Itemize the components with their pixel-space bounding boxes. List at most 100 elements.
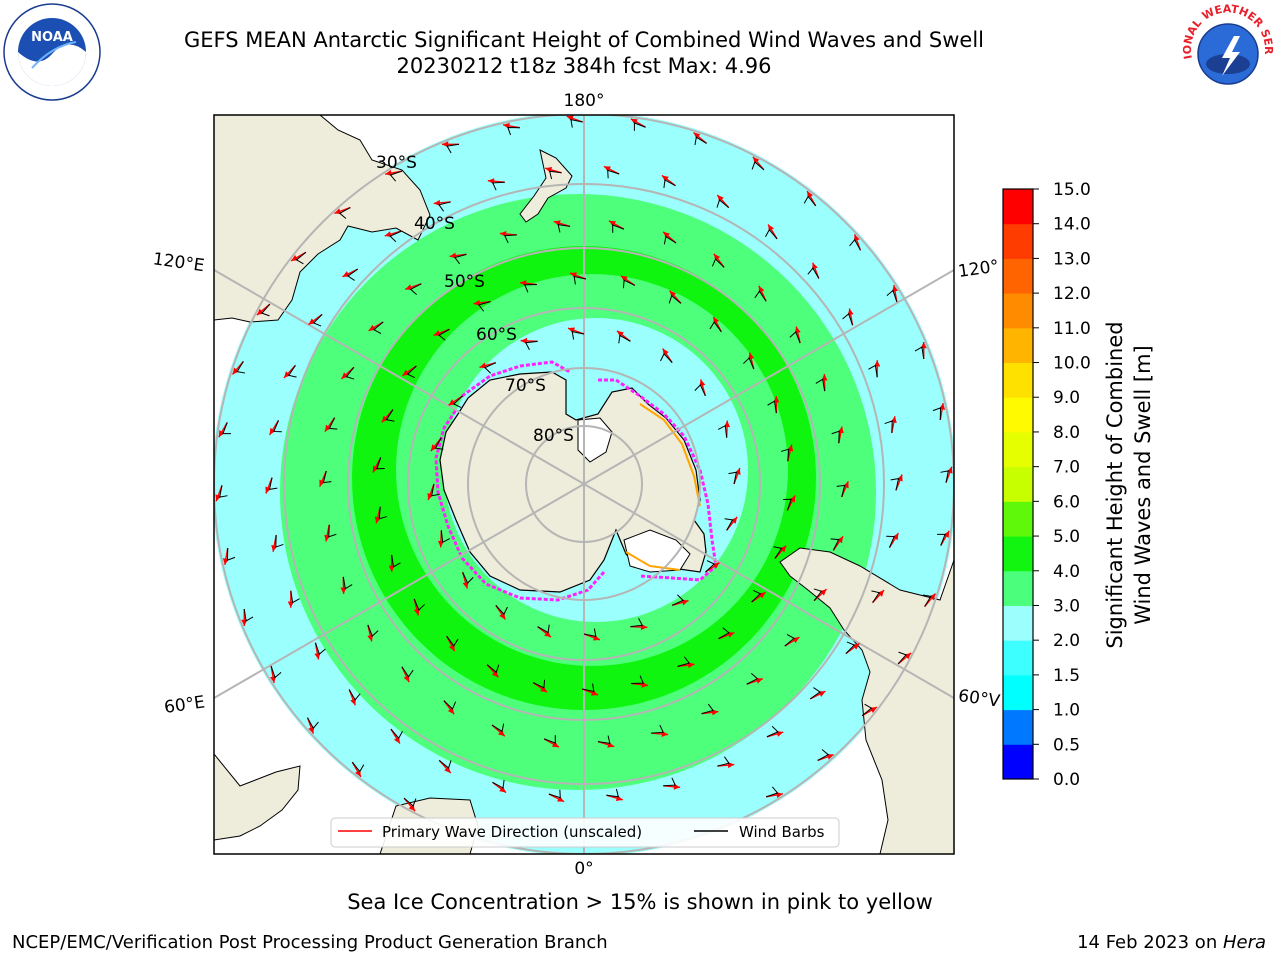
wind-barb	[937, 533, 946, 546]
south-america-land	[779, 547, 954, 854]
wind-barb	[630, 617, 644, 628]
wave-arrow-head	[663, 231, 670, 239]
lon-label-0: 0°	[574, 859, 593, 879]
colorbar-tick-label: 4.0	[1053, 562, 1080, 582]
wind-barb	[454, 253, 467, 265]
wave-arrow-head	[699, 379, 706, 387]
wave-arrow-head	[384, 231, 392, 238]
wave-arrow-head	[405, 284, 413, 291]
wind-barb	[886, 535, 895, 548]
wind-barb	[478, 301, 491, 312]
wind-barb	[378, 506, 388, 520]
wave-arrow-head	[342, 271, 350, 277]
wind-barb	[389, 230, 402, 243]
graticule	[214, 115, 954, 854]
wind-barb	[406, 365, 417, 379]
wind-barb	[484, 362, 497, 374]
noaa-logo-text: NOAA	[31, 30, 73, 45]
wave-arrow-head	[319, 479, 325, 487]
wave-arrow-head	[758, 285, 765, 293]
colorbar-block	[1003, 189, 1033, 225]
wind-barb	[677, 656, 690, 667]
wave-arrow-head	[479, 362, 487, 369]
noaa-logo: NOAA	[3, 3, 101, 101]
wind-barb	[434, 437, 444, 450]
wind-barb	[849, 238, 861, 251]
wind-barb	[438, 328, 450, 341]
wave-arrow-head	[847, 308, 854, 316]
lon-label-60e: 60°E	[163, 692, 206, 717]
colorbar-block	[1003, 501, 1033, 537]
wind-barb	[830, 538, 840, 551]
colorbar-block	[1003, 674, 1033, 711]
wind-barb	[728, 471, 738, 485]
wind-barb	[222, 422, 231, 435]
colorbar-tick-label: 1.5	[1053, 666, 1080, 686]
wind-barb	[765, 228, 778, 240]
colorbar-block	[1003, 605, 1033, 641]
wind-barb	[338, 207, 351, 219]
colorbar-block	[1003, 293, 1033, 329]
wind-barb	[836, 484, 846, 498]
wind-barb	[275, 535, 284, 548]
wave-arrow-head	[499, 786, 507, 793]
wind-barb	[582, 683, 595, 693]
colorbar-tick-label: 14.0	[1053, 215, 1091, 235]
wave-arrow-head	[843, 481, 849, 489]
colorbar-tick-label: 0.5	[1053, 735, 1080, 755]
wind-barb	[612, 224, 625, 233]
lon-label-120w: 120°	[957, 256, 1000, 282]
wind-barb	[622, 279, 636, 289]
wind-barb	[495, 605, 508, 616]
wind-barb	[940, 470, 949, 483]
wave-arrow-head	[727, 632, 735, 638]
legend-barb-label: Wind Barbs	[739, 823, 825, 841]
wind-barb	[390, 728, 403, 740]
wave-arrow-head	[540, 686, 548, 693]
wind-barb	[373, 321, 384, 334]
lat-label-60: 60°S	[476, 325, 517, 345]
wave-arrow-head	[270, 676, 277, 683]
wind-barb	[651, 724, 664, 734]
wind-barb	[780, 448, 790, 462]
wind-barb	[268, 477, 278, 490]
wind-barb	[385, 409, 395, 422]
wind-barb	[557, 224, 571, 233]
wind-barb	[287, 365, 297, 378]
wind-barb	[290, 590, 300, 604]
colorbar-block	[1003, 258, 1033, 294]
wind-barb	[446, 635, 459, 647]
wave-arrow-head	[430, 444, 438, 452]
wave-arrow-head	[498, 729, 505, 737]
colorbar-block	[1003, 640, 1033, 676]
wave-arrow-head	[943, 530, 950, 538]
wind-barb	[440, 530, 451, 544]
colorbar-tick-label: 7.0	[1053, 458, 1080, 478]
wind-barb	[524, 340, 538, 351]
wind-barbs-layer	[219, 119, 949, 807]
meridian-60e-120w	[214, 269, 954, 699]
wind-barb	[583, 628, 597, 638]
wave-arrow-head	[544, 630, 552, 638]
wind-barb	[270, 665, 282, 679]
wave-arrow-head	[748, 352, 755, 360]
wind-barb	[570, 119, 583, 128]
wind-barb	[705, 560, 716, 573]
colorbar-blocks	[1003, 189, 1033, 780]
lat-label-70: 70°S	[505, 376, 546, 396]
wind-barb	[312, 314, 323, 327]
wave-arrow-head	[603, 166, 611, 172]
lon-label-60w: 60°V	[957, 686, 1002, 712]
lat-label-30: 30°S	[376, 153, 417, 173]
wind-barb	[817, 749, 830, 761]
lat-label-40: 40°S	[414, 214, 455, 234]
colorbar-block	[1003, 709, 1033, 745]
lon-label-180: 180°	[564, 91, 605, 111]
footer-machine: Hera	[1222, 932, 1266, 953]
wave-arrow-head	[620, 275, 628, 282]
colorbar-tick-label: 15.0	[1053, 180, 1091, 200]
lat-label-80: 80°S	[533, 426, 574, 446]
wave-arrow-head	[381, 415, 389, 423]
wind-barb	[845, 641, 856, 654]
colorbar-block	[1003, 744, 1033, 780]
